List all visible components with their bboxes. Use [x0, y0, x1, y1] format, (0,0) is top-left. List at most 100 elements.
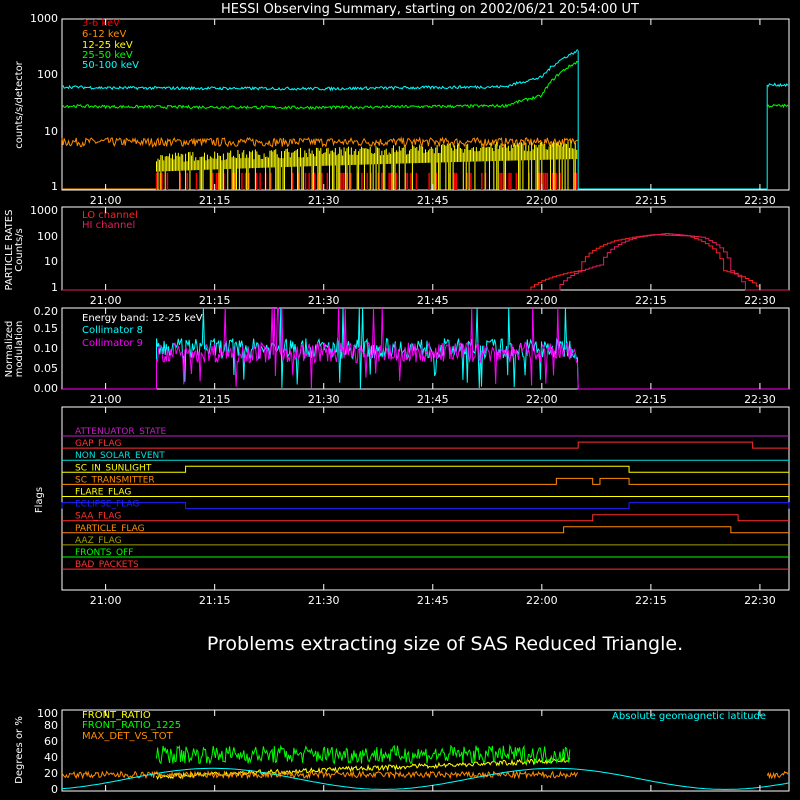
time-tick-label: 21:15 — [199, 594, 231, 607]
flag-label: FRONTS_OFF — [75, 548, 133, 558]
flag-label: SC_IN_SUNLIGHT — [75, 463, 152, 473]
legend-geomag-latitude: Absolute geomagnetic latitude — [612, 711, 766, 722]
modulation-ytick-005: 0.05 — [34, 362, 59, 375]
legend-6-12kev: 6-12 keV — [82, 29, 126, 40]
flags-time-ticks: 21:00 21:15 21:30 21:45 22:00 22:15 22:30 — [90, 407, 776, 607]
flag-label: BAD_PACKETS — [75, 560, 139, 570]
particle-ytick-100: 100 — [37, 230, 58, 243]
flag-label: GAP_FLAG — [75, 439, 121, 449]
modulation-ytick-015: 0.15 — [34, 322, 59, 335]
ratio-ytick-80: 80 — [44, 719, 58, 732]
series-line-3 — [767, 103, 789, 109]
legend-25-50kev: 25-50 keV — [82, 50, 133, 61]
ratio-ytick-100: 100 — [37, 707, 58, 720]
flag-label: SC_TRANSMITTER — [75, 475, 155, 485]
ratio-panel: Degrees or % 0 20 40 60 80 100 FRONT_RAT… — [14, 707, 790, 796]
modulation-panel: Normalized modulation 0.00 0.05 0.10 0.1… — [4, 305, 790, 406]
flag-line — [62, 526, 789, 534]
series-line-4 — [766, 82, 789, 88]
modulation-ytick-0: 0.00 — [34, 382, 59, 395]
time-tick-label: 22:30 — [744, 294, 776, 307]
legend-front-ratio-1225: FRONT_RATIO_1225 — [82, 720, 181, 731]
time-tick-label: 21:45 — [417, 194, 449, 207]
time-tick-label: 22:30 — [744, 594, 776, 607]
modulation-ytick-020: 0.20 — [34, 305, 59, 318]
legend-12-25kev: 12-25 keV — [82, 40, 133, 51]
flag-line — [61, 502, 790, 510]
count-rate-ytick-1: 1 — [51, 180, 58, 193]
flags-frame — [61, 406, 790, 591]
flag-label: SAA_FLAG — [75, 512, 121, 522]
ratio-ytick-0: 0 — [51, 783, 58, 796]
time-tick-label: 21:30 — [308, 294, 340, 307]
series-line-4 — [61, 49, 579, 92]
legend-3-6kev: 3-6 keV — [82, 18, 120, 29]
flag-label: FLARE_FLAG — [75, 488, 131, 498]
modulation-series-1 — [62, 307, 789, 390]
legend-hi-channel: HI channel — [82, 220, 135, 231]
count-rate-time-ticks: 21:00 21:15 21:30 21:45 22:00 22:15 22:30 — [90, 19, 776, 207]
ratio-series-1 — [156, 743, 571, 766]
particle-ytick-10: 10 — [44, 255, 58, 268]
legend-collimator-9: Collimator 9 — [82, 338, 143, 349]
time-tick-label: 22:15 — [635, 393, 667, 406]
particle-rate-ylabel-2: Counts/s — [14, 228, 25, 272]
count-rate-series — [61, 49, 789, 190]
time-tick-label: 21:45 — [417, 393, 449, 406]
count-rate-frame — [61, 18, 790, 191]
modulation-ytick-010: 0.10 — [34, 342, 59, 355]
legend-collimator-8: Collimator 8 — [82, 325, 143, 336]
time-tick-label: 22:00 — [526, 194, 558, 207]
flags-ylabel: Flags — [34, 487, 45, 513]
count-rate-ytick-100: 100 — [37, 68, 58, 81]
modulation-time-ticks: 21:00 21:15 21:30 21:45 22:00 22:15 22:30 — [90, 308, 776, 406]
time-tick-label: 21:45 — [417, 294, 449, 307]
time-tick-label: 21:15 — [199, 393, 231, 406]
time-tick-label: 22:15 — [635, 594, 667, 607]
flag-label: PARTICLE_FLAG — [75, 524, 145, 534]
particle-ytick-1000: 1000 — [30, 204, 58, 217]
legend-front-ratio: FRONT_RATIO — [82, 710, 151, 721]
time-tick-label: 21:30 — [308, 393, 340, 406]
particle-series-0 — [62, 234, 789, 291]
particle-rate-series — [62, 233, 789, 291]
time-tick-label: 22:30 — [744, 194, 776, 207]
time-tick-label: 21:00 — [90, 294, 122, 307]
time-tick-label: 21:00 — [90, 194, 122, 207]
modulation-series — [62, 307, 789, 390]
modulation-ylabel-1: Normalized — [4, 321, 15, 378]
time-tick-label: 22:00 — [526, 393, 558, 406]
flag-label: AAZ_FLAG — [75, 536, 122, 546]
ratio-series-2 — [766, 770, 789, 780]
ratio-time-ticks — [105, 710, 761, 791]
particle-rate-frame — [61, 206, 790, 291]
ratio-ylabel: Degrees or % — [14, 716, 25, 784]
chart-title: HESSI Observing Summary, starting on 200… — [221, 2, 639, 17]
time-tick-label: 22:15 — [635, 194, 667, 207]
time-tick-label: 21:00 — [90, 393, 122, 406]
time-tick-label: 21:45 — [417, 594, 449, 607]
time-tick-label: 22:30 — [744, 393, 776, 406]
flag-line — [62, 514, 789, 522]
modulation-frame — [61, 307, 790, 390]
count-rate-ytick-1000: 1000 — [30, 12, 58, 25]
time-tick-label: 21:30 — [308, 194, 340, 207]
flag-lines: ATTENUATOR_STATE GAP_FLAG NON_SOLAR_EVENT S… — [61, 427, 790, 570]
time-tick-label: 22:00 — [526, 594, 558, 607]
time-tick-label: 21:00 — [90, 594, 122, 607]
legend-max-det-vs-tot: MAX_DET_VS_TOT — [82, 731, 174, 742]
series-line-1 — [61, 136, 579, 149]
ratio-ytick-40: 40 — [44, 751, 58, 764]
particle-rate-ylabel-1: PARTICLE RATES — [4, 210, 15, 291]
flags-panel: Flags ATTENUATOR_STATE GAP_FLAG NON_SOLAR_… — [34, 406, 790, 607]
ratio-ytick-20: 20 — [44, 767, 58, 780]
time-tick-label: 21:15 — [199, 294, 231, 307]
modulation-ylabel-2: modulation — [14, 321, 25, 378]
ratio-ytick-60: 60 — [44, 735, 58, 748]
particle-ytick-1: 1 — [51, 281, 58, 294]
count-rate-ylabel: counts/s/detector — [14, 60, 25, 148]
flag-label: ATTENUATOR_STATE — [75, 427, 167, 437]
legend-energy-band: Energy band: 12-25 keV — [82, 313, 203, 324]
sas-message: Problems extracting size of SAS Reduced … — [207, 633, 683, 655]
time-tick-label: 21:30 — [308, 594, 340, 607]
